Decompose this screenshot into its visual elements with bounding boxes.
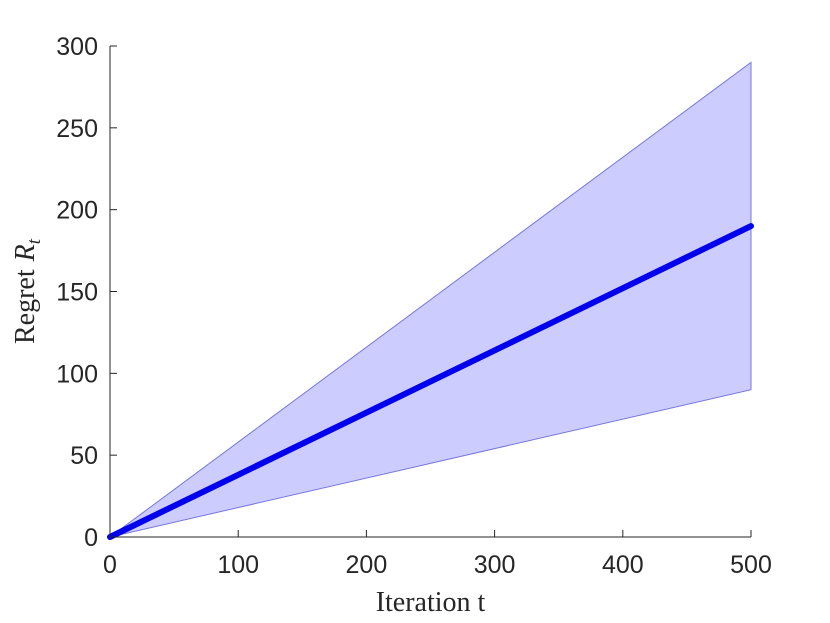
confidence-band [109,61,752,538]
y-tick-label: 150 [56,279,98,307]
y-tick-label: 300 [56,33,98,61]
x-tick-label: 200 [346,551,388,579]
y-tick-label: 0 [84,524,98,552]
y-axis-label-prefix: Regret [10,269,41,344]
y-axis-label-subscript: t [24,238,45,244]
x-tick-label: 500 [730,551,772,579]
x-tick-label: 100 [217,551,259,579]
ticks: 0 100 200 300 400 500 0 50 100 150 200 250 300 [56,33,772,579]
x-axis-label: Iteration t [376,587,486,618]
y-tick-label: 250 [56,115,98,143]
y-axis-label: Regret Rt [10,238,45,344]
y-tick-label: 200 [56,197,98,225]
y-tick-label: 100 [56,360,98,388]
series-line-0 [107,223,754,540]
y-axis-label-symbol: R [10,244,41,262]
x-tick-label: 0 [103,551,117,579]
y-tick-label: 50 [70,442,98,470]
x-tick-label: 400 [602,551,644,579]
plot-area [107,61,754,540]
x-tick-label: 300 [474,551,516,579]
